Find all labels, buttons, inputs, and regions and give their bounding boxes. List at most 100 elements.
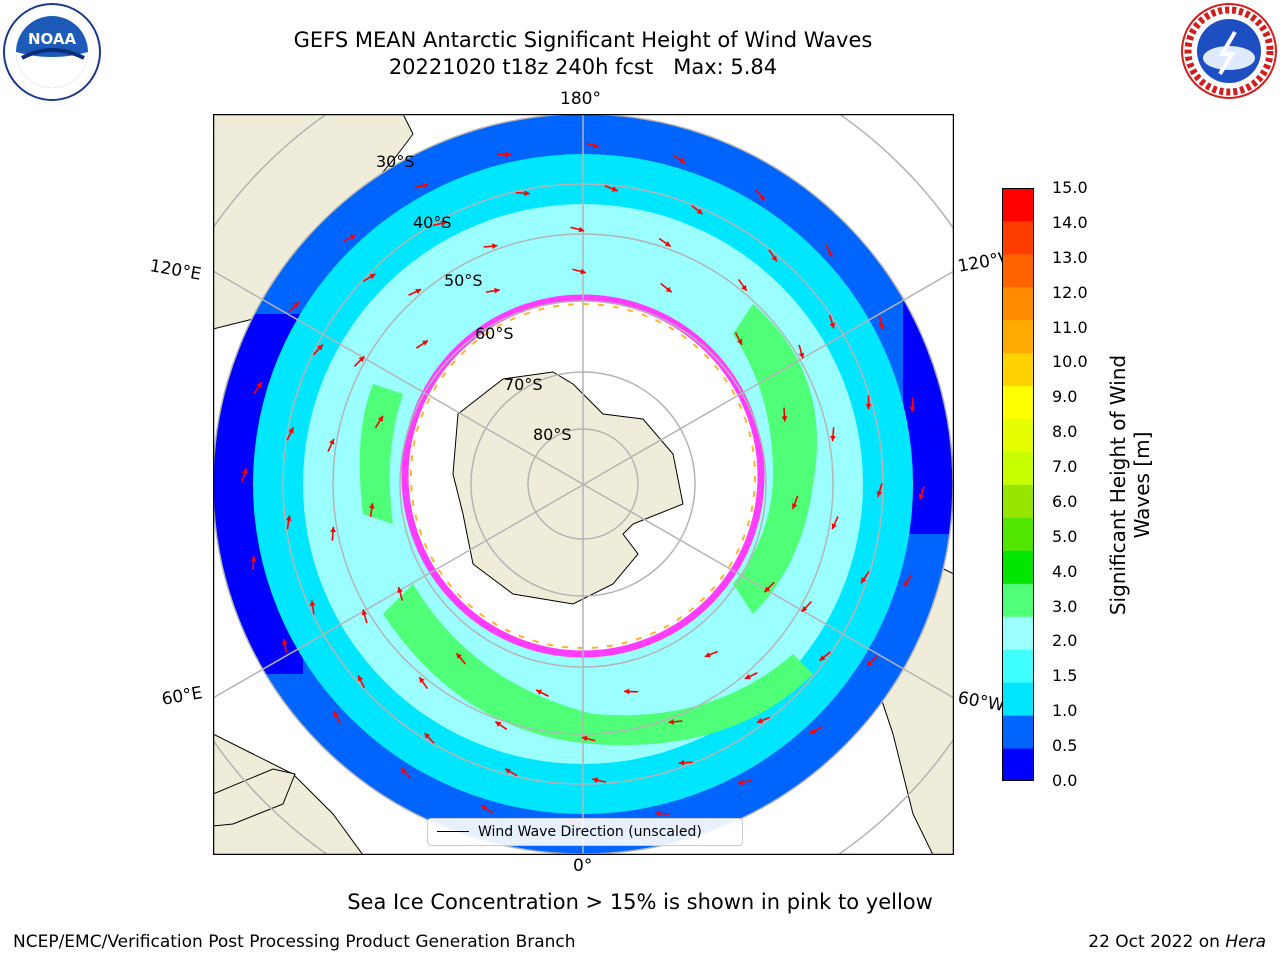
wave-arrow-head bbox=[424, 732, 431, 739]
wave-arrow-head bbox=[281, 638, 288, 645]
colorbar-cell bbox=[1002, 616, 1034, 650]
africa-land bbox=[213, 733, 364, 855]
wave-arrow-head bbox=[580, 268, 587, 275]
wave-arrow-head bbox=[861, 577, 867, 584]
wave-arrow-head bbox=[764, 586, 771, 593]
wave-arrow-head bbox=[330, 526, 336, 533]
wave-arrow-head bbox=[422, 340, 429, 346]
wave-arrow-head bbox=[819, 655, 826, 661]
wave-arrow-head bbox=[827, 250, 833, 257]
wave-arrow-head bbox=[285, 515, 292, 521]
colorbar-tick-label: 5.0 bbox=[1052, 526, 1078, 546]
wave-arrow-head bbox=[368, 503, 375, 509]
wave-arrow-head bbox=[419, 677, 425, 684]
chart-subtitle: 20221020 t18z 240h fcst Max: 5.84 bbox=[388, 55, 778, 79]
wave-arrow-head bbox=[781, 416, 788, 422]
lon-label-180: 180° bbox=[560, 89, 601, 109]
wave-arrow-head bbox=[369, 274, 376, 280]
wave-arrow-head bbox=[494, 287, 500, 294]
wave-arrow-head bbox=[831, 523, 837, 530]
colorbar-tick-label: 3.0 bbox=[1052, 596, 1078, 616]
wave-arrow-head bbox=[480, 805, 487, 811]
colorbar-tick-label: 1.5 bbox=[1052, 666, 1078, 686]
wave-arrow-head bbox=[415, 288, 422, 295]
antarctica-land bbox=[452, 371, 684, 605]
wave-arrow-head bbox=[737, 779, 744, 786]
wave-arrow-head bbox=[333, 711, 339, 718]
wave-arrow-head bbox=[361, 609, 368, 616]
colorbar-cell bbox=[1002, 253, 1034, 288]
wave-arrow-head bbox=[810, 728, 817, 734]
wave-arrow-head bbox=[623, 688, 630, 695]
wave-arrow-head bbox=[293, 302, 300, 308]
wave-arrow-head bbox=[737, 338, 743, 345]
colorbar-tick-label: 0.5 bbox=[1052, 736, 1078, 756]
lat-label-30s: 30°S bbox=[376, 152, 415, 171]
wave-arrow-head bbox=[357, 675, 364, 682]
colorbar-cell bbox=[1002, 352, 1034, 387]
colorbar-tick-label: 4.0 bbox=[1052, 561, 1078, 581]
colorbar-cell bbox=[1002, 484, 1034, 518]
legend-label: Wind Wave Direction (unscaled) bbox=[478, 824, 702, 840]
wave-arrow-head bbox=[317, 344, 323, 351]
wave-arrow-head bbox=[655, 810, 661, 817]
colorbar-tick-label: 12.0 bbox=[1052, 282, 1088, 302]
wave-arrow-head bbox=[744, 673, 751, 680]
noaa-logo-text: NOAA bbox=[28, 30, 77, 48]
wave-arrow-head bbox=[801, 605, 808, 612]
wave-arrow-head bbox=[349, 234, 356, 240]
wave-arrow-head bbox=[830, 435, 836, 442]
date-text: 22 Oct 2022 on bbox=[1088, 932, 1226, 952]
colorbar-tick-label: 1.0 bbox=[1052, 701, 1078, 721]
wave-arrow-head bbox=[798, 352, 805, 359]
colorbar-tick-label: 2.0 bbox=[1052, 631, 1078, 651]
nws-logo bbox=[1181, 3, 1277, 99]
colorbar-cell bbox=[1002, 385, 1034, 420]
colorbar-tick-label: 13.0 bbox=[1052, 247, 1088, 267]
green-band-west bbox=[733, 304, 817, 614]
wave-arrow-head bbox=[829, 322, 836, 329]
wave-arrow-head bbox=[505, 151, 511, 158]
wave-arrow-head bbox=[665, 286, 672, 293]
colorbar-tick-label: 7.0 bbox=[1052, 457, 1078, 477]
wave-arrow-head bbox=[878, 323, 885, 330]
wave-arrow-head bbox=[440, 220, 447, 227]
chart-title: GEFS MEAN Antarctic Significant Height o… bbox=[293, 28, 873, 52]
wave-arrow-head bbox=[495, 721, 502, 727]
colorbar-cell bbox=[1002, 715, 1034, 749]
colorbar-cell bbox=[1002, 550, 1034, 584]
wave-arrow-head bbox=[704, 652, 711, 658]
colorbar-tick-label: 0.0 bbox=[1052, 771, 1078, 790]
colorbar-cell bbox=[1002, 748, 1034, 781]
wave-arrow-head bbox=[309, 600, 316, 607]
wave-arrow-head bbox=[791, 503, 798, 510]
wave-arrow-head bbox=[866, 660, 873, 666]
wave-arrow-head bbox=[756, 717, 763, 724]
credit-text: NCEP/EMC/Verification Post Processing Pr… bbox=[13, 932, 576, 952]
wave-arrow-head bbox=[904, 580, 910, 587]
colorbar-tick-label: 10.0 bbox=[1052, 352, 1088, 372]
colorbar-cell bbox=[1002, 583, 1034, 617]
wave-arrow-head bbox=[581, 735, 588, 742]
green-band-east bbox=[359, 384, 403, 524]
wave-arrow-head bbox=[918, 493, 925, 500]
wave-arrow-head bbox=[401, 767, 407, 774]
lat-label-40s: 40°S bbox=[413, 213, 452, 232]
colorbar-tick-label: 14.0 bbox=[1052, 212, 1088, 232]
lat-label-60s: 60°S bbox=[475, 324, 514, 343]
wave-arrow-head bbox=[358, 356, 365, 363]
wave-arrow-head bbox=[524, 190, 530, 197]
wave-direction-arrows bbox=[241, 142, 925, 826]
colorbar bbox=[1002, 188, 1034, 781]
colorbar-title: Significant Height of Wind Waves [m] bbox=[1106, 354, 1154, 616]
wave-arrow-head bbox=[741, 284, 747, 291]
wave-arrow-head bbox=[422, 182, 429, 189]
wave-arrow-head bbox=[664, 241, 671, 247]
wave-arrow-head bbox=[250, 556, 257, 562]
wave-arrow-head bbox=[668, 718, 674, 725]
wave-arrow-head bbox=[865, 404, 872, 410]
colorbar-cell bbox=[1002, 451, 1034, 485]
wave-arrow-head bbox=[909, 406, 916, 412]
colorbar-cell bbox=[1002, 319, 1034, 354]
colorbar-cell bbox=[1002, 286, 1034, 321]
